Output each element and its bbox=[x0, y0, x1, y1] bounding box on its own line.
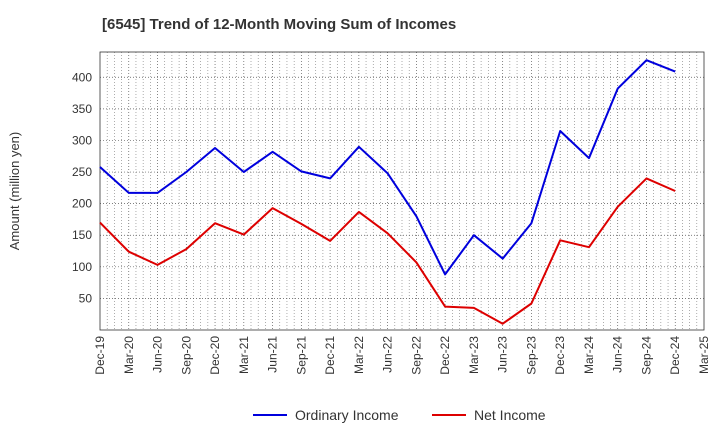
x-tick-label: Dec-19 bbox=[93, 336, 107, 375]
legend: Ordinary Income Net Income bbox=[253, 407, 546, 423]
x-tick-label: Jun-22 bbox=[381, 336, 395, 373]
series-line-net-income bbox=[99, 177, 676, 325]
x-tick-label: Mar-25 bbox=[697, 336, 711, 374]
x-tick-label: Mar-21 bbox=[237, 336, 251, 374]
x-tick-label: Jun-21 bbox=[266, 336, 280, 373]
chart-title: [6545] Trend of 12-Month Moving Sum of I… bbox=[102, 16, 457, 33]
x-tick-label: Dec-23 bbox=[553, 336, 567, 375]
x-tick-label: Dec-21 bbox=[323, 336, 337, 375]
x-tick-label: Mar-20 bbox=[122, 336, 136, 374]
x-tick-label: Sep-23 bbox=[524, 336, 538, 375]
legend-label: Net Income bbox=[474, 407, 546, 423]
y-tick-label: 400 bbox=[72, 70, 92, 84]
x-tick-label: Mar-23 bbox=[467, 336, 481, 374]
plot-frame bbox=[99, 51, 705, 331]
y-tick-label: 50 bbox=[79, 291, 93, 305]
y-axis-label: Amount (million yen) bbox=[7, 132, 22, 251]
y-tick-label: 100 bbox=[72, 260, 92, 274]
x-tick-label: Mar-24 bbox=[582, 336, 596, 374]
legend-label: Ordinary Income bbox=[295, 407, 399, 423]
x-tick-label: Sep-20 bbox=[179, 336, 193, 375]
x-tick-label: Sep-21 bbox=[294, 336, 308, 375]
x-tick-label: Dec-20 bbox=[208, 336, 222, 375]
series-layer bbox=[99, 59, 676, 325]
x-tick-label: Jun-20 bbox=[151, 336, 165, 373]
axis-layer: 50 100 150 200 250 300 350 400 Dec-19 Mar-20 Jun-2… bbox=[72, 51, 711, 375]
x-tick-label: Dec-22 bbox=[438, 336, 452, 375]
x-tick-label: Dec-24 bbox=[668, 336, 682, 375]
x-tick-label: Sep-22 bbox=[409, 336, 423, 375]
series-line-ordinary-income bbox=[99, 59, 676, 276]
grid-layer bbox=[100, 52, 704, 330]
x-tick-label: Jun-24 bbox=[611, 336, 625, 373]
x-tick-label: Mar-22 bbox=[352, 336, 366, 374]
y-tick-label: 150 bbox=[72, 228, 92, 242]
y-tick-label: 300 bbox=[72, 133, 92, 147]
x-tick-label: Jun-23 bbox=[496, 336, 510, 373]
x-tick-label: Sep-24 bbox=[639, 336, 653, 375]
y-tick-label: 350 bbox=[72, 102, 92, 116]
y-tick-label: 250 bbox=[72, 165, 92, 179]
y-tick-label: 200 bbox=[72, 197, 92, 211]
